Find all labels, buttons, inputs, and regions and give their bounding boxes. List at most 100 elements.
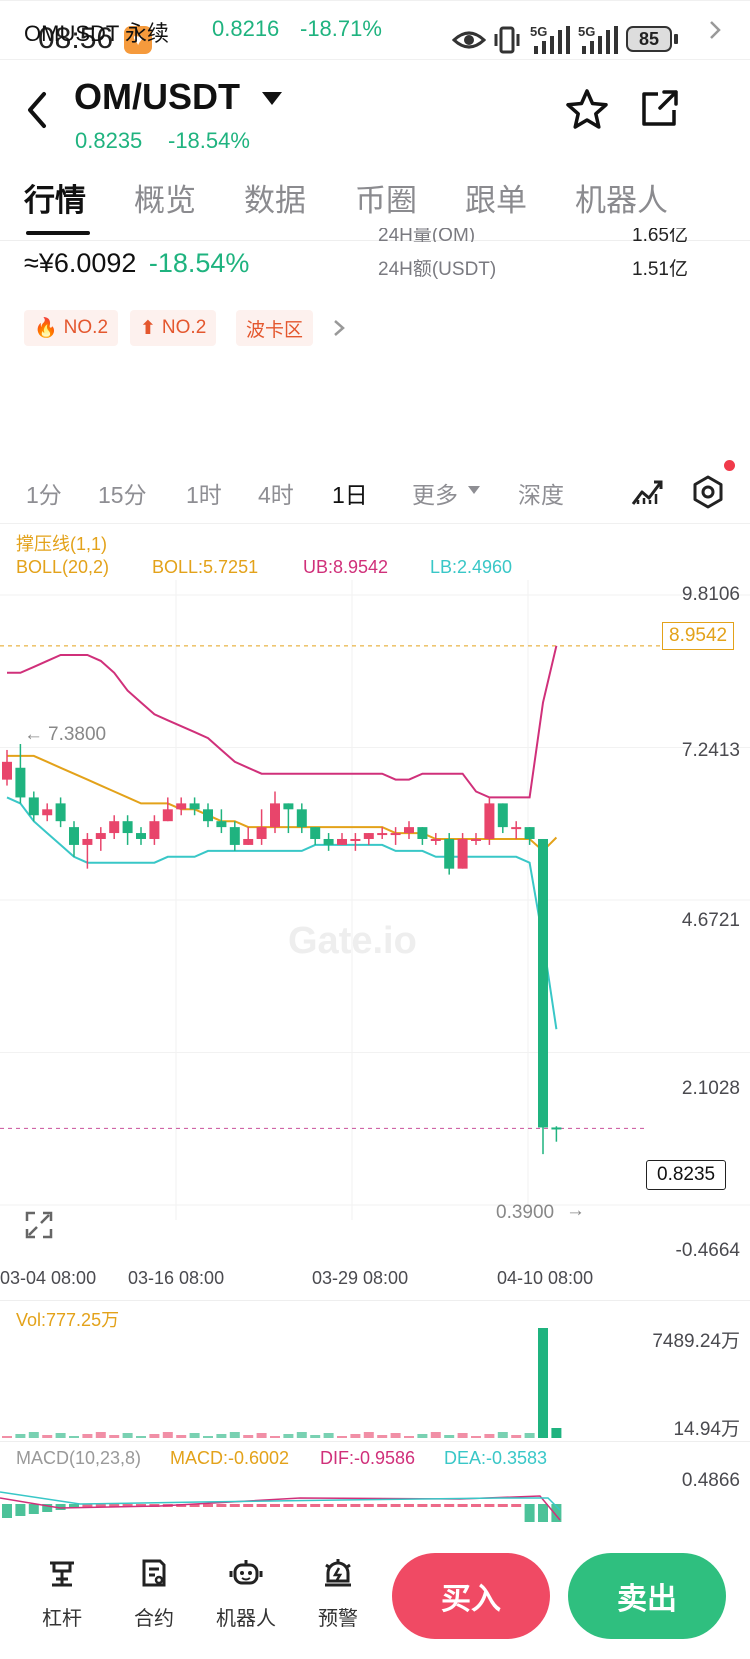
share-icon[interactable] [638,88,680,130]
timeframe-4h[interactable]: 4时 [258,482,294,508]
nav-leverage[interactable]: 杠杆 [22,1557,102,1631]
dif-line [0,1495,561,1521]
x-tick-0: 03-04 08:00 [0,1268,97,1288]
arrow-up-icon: ⬆ [140,317,156,339]
volume-bar [216,1434,227,1438]
macd-bar [136,1504,146,1507]
candle-body [377,833,388,836]
candle-body [511,827,522,830]
volume-bar [229,1432,240,1438]
volume-bar [337,1436,347,1438]
candle-body [270,803,280,828]
macd-bar [283,1504,294,1507]
volume-bar [471,1436,481,1438]
macd-params: MACD(10,23,8) [16,1448,142,1468]
gainer-rank-label: NO.2 [161,317,207,338]
volume-bar [2,1436,12,1438]
candle-body [176,803,187,810]
boll-upper-line [7,645,558,799]
candle-body [256,827,267,839]
tab-community[interactable]: 币圈 [355,183,417,218]
macd-bar [270,1504,280,1507]
timeframe-1h[interactable]: 1时 [186,482,222,508]
tab-market[interactable]: 行情 [24,183,86,218]
volume-bar [310,1435,321,1438]
volume-bar [243,1435,254,1438]
depth-tab[interactable]: 深度 [518,482,564,508]
timeframe-15m[interactable]: 15分 [98,482,147,508]
macd-value: MACD:-0.6002 [170,1448,290,1468]
y-tick-3: 2.1028 [681,1078,740,1099]
macd-bar [109,1504,120,1507]
macd-bar [323,1504,334,1507]
caret-down-icon[interactable] [468,486,480,494]
candlestick-chart[interactable] [0,580,750,1270]
gainer-rank-tag[interactable]: ⬆ NO.2 [130,310,217,346]
buy-button[interactable]: 买入 [392,1553,550,1639]
macd-bar [538,1504,548,1522]
nav-contract[interactable]: 合约 [114,1557,194,1631]
tab-copy-trading[interactable]: 跟单 [465,183,527,218]
high-marker-arrow: ← [24,724,43,745]
timeframe-more[interactable]: 更多 [412,482,458,508]
volume-bar [417,1434,428,1438]
candle-body [404,827,414,834]
macd-bar [444,1504,455,1507]
divider [0,1300,750,1301]
pair-title[interactable]: OM/USDT [74,76,240,117]
perpetual-row[interactable]: OMUSDT 永续 0.8216 -18.71% [0,0,750,60]
candle-body [229,827,240,845]
candle-body [243,838,254,845]
macd-bar [377,1504,388,1507]
support-resistance-label: 撑压线(1,1) [16,534,108,554]
indicator-icon[interactable] [630,474,664,508]
timeframe-1d[interactable]: 1日 [332,482,368,508]
candle-body [122,821,133,834]
chevron-right-icon[interactable] [330,318,348,338]
macd-bar [82,1504,93,1507]
volume-bar [109,1435,120,1438]
hot-rank-tag[interactable]: 🔥 NO.2 [24,310,119,346]
tab-data[interactable]: 数据 [244,183,306,218]
y-tick-2: 4.6721 [681,910,740,931]
back-icon[interactable] [22,90,52,130]
star-icon[interactable] [566,88,608,130]
divider [0,1441,750,1442]
tab-overview[interactable]: 概览 [134,183,196,218]
signal-icon [582,26,618,54]
timeframe-1m[interactable]: 1分 [26,482,62,508]
boll-params: BOLL(20,2) [16,557,110,577]
boll-value: BOLL:5.7251 [152,557,259,577]
candle-body [216,821,227,828]
settings-icon[interactable] [690,474,726,510]
candle-body [417,827,428,839]
volume-bar [538,1328,548,1438]
macd-bar [243,1504,254,1507]
candle-body [484,803,495,839]
y-tick-1: 7.2413 [681,740,740,761]
sell-button[interactable]: 卖出 [568,1553,726,1639]
tab-bots[interactable]: 机器人 [575,183,668,218]
notification-dot [724,460,735,471]
ub-price-tag: 8.9542 [662,622,735,650]
amt24-value: 1.51亿 [632,259,688,280]
caret-down-icon[interactable] [262,92,282,105]
cny-change: -18.54% [148,248,250,278]
macd-bar [95,1504,106,1507]
volume-bar [203,1436,213,1438]
sector-tag[interactable]: 波卡区 [236,310,314,346]
nav-alert[interactable]: 预警 [298,1557,378,1631]
current-price-tag[interactable]: 0.8235 [646,1160,727,1190]
macd-bar [524,1504,535,1522]
sector-label: 波卡区 [246,319,304,341]
nav-robot[interactable]: 机器人 [206,1557,286,1631]
macd-bar [417,1504,428,1507]
chevron-right-icon [710,21,721,39]
fullscreen-icon[interactable] [24,1210,54,1240]
candle-body [310,827,321,839]
perp-name: OMUSDT 永续 [24,21,170,46]
candle-body [42,809,53,816]
network-type-1: 5G [530,24,548,39]
alert-icon [325,1559,351,1587]
macd-bar [55,1504,66,1510]
